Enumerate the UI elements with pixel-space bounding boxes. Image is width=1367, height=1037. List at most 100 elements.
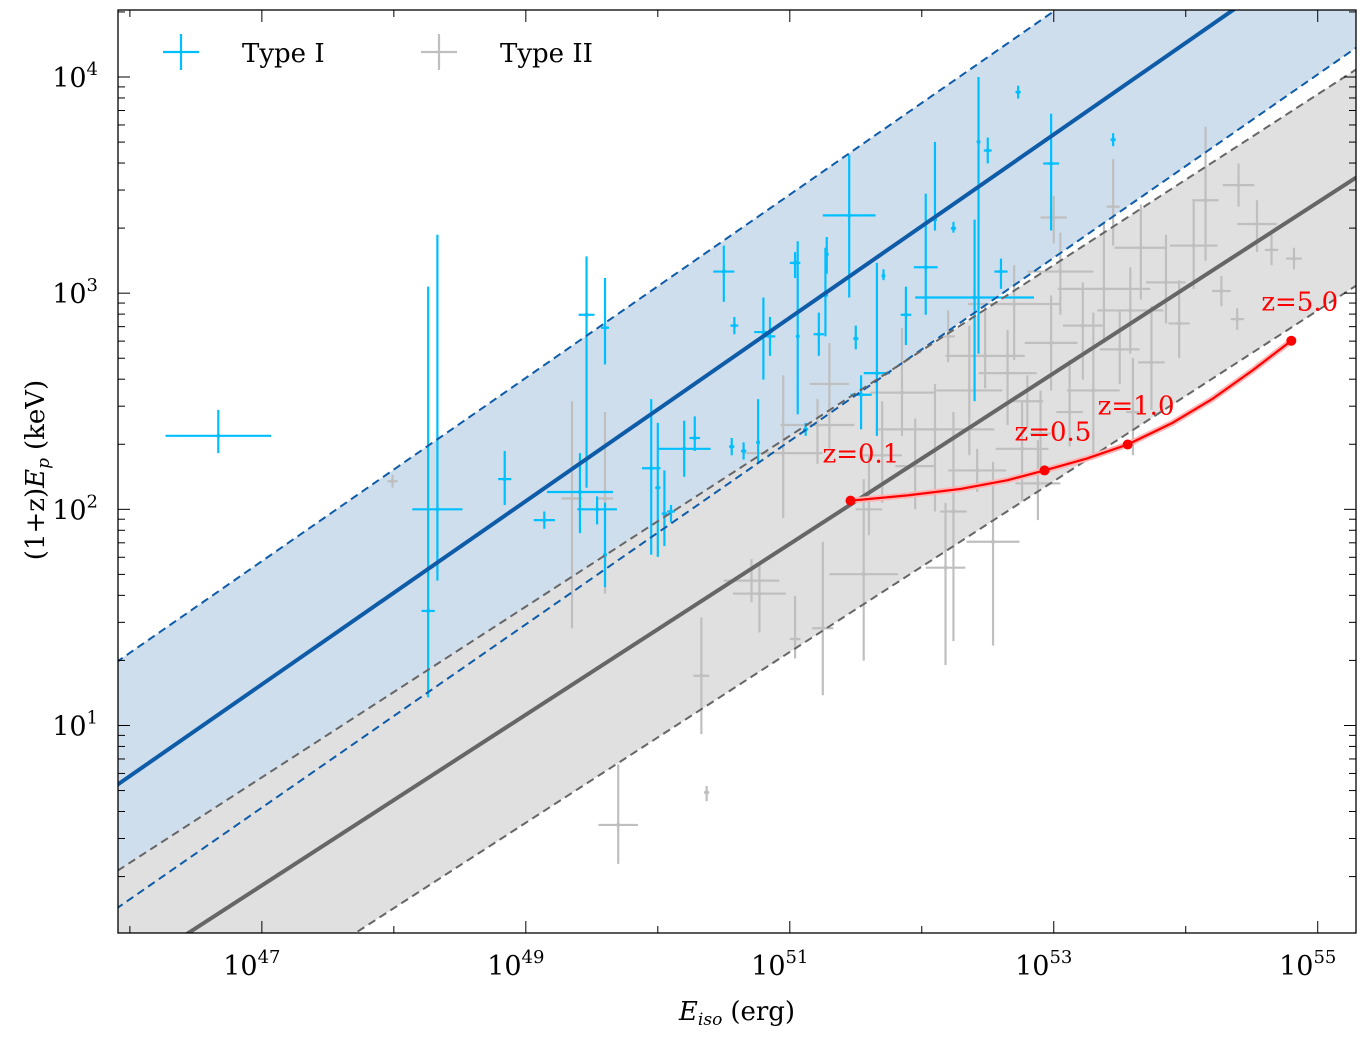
redshift-point[interactable]: [1122, 439, 1133, 450]
type1-point[interactable]: [421, 286, 435, 698]
type2-point[interactable]: [1138, 306, 1165, 410]
type1-marker: [793, 260, 798, 265]
type1-point[interactable]: [822, 154, 876, 298]
type2-point[interactable]: [925, 502, 966, 665]
type1-marker: [847, 213, 852, 218]
type1-point[interactable]: [1110, 133, 1116, 147]
type2-point[interactable]: [1057, 223, 1151, 343]
type1-point[interactable]: [578, 256, 595, 488]
legend-item-type2[interactable]: Type II: [421, 34, 593, 70]
x-tick-base: 10: [223, 951, 257, 982]
type1-point[interactable]: [813, 312, 825, 356]
type2-point[interactable]: [1106, 159, 1120, 246]
type1-point[interactable]: [577, 496, 617, 525]
type1-marker: [577, 490, 582, 495]
type1-point[interactable]: [601, 278, 609, 365]
type2-point[interactable]: [733, 563, 786, 633]
type2-point[interactable]: [704, 786, 710, 802]
type1-point[interactable]: [913, 193, 938, 315]
type2-point[interactable]: [1027, 232, 1094, 315]
type2-point[interactable]: [1062, 282, 1103, 380]
type2-point[interactable]: [812, 541, 834, 696]
type1-point[interactable]: [900, 286, 912, 346]
type2-point[interactable]: [1030, 390, 1052, 469]
type2-point[interactable]: [1264, 234, 1279, 266]
type2-point[interactable]: [1056, 360, 1083, 447]
type1-marker: [662, 511, 667, 516]
type2-point[interactable]: [1011, 375, 1044, 428]
type2-point[interactable]: [387, 474, 398, 488]
type2-marker: [946, 334, 951, 339]
type2-point[interactable]: [1040, 195, 1067, 244]
type1-point[interactable]: [412, 234, 463, 581]
type2-point[interactable]: [1114, 204, 1168, 300]
type1-point[interactable]: [165, 409, 272, 454]
y-axis-label: (1+z)Ep (keV): [21, 380, 54, 560]
type1-point[interactable]: [730, 316, 739, 335]
type2-point[interactable]: [1099, 310, 1140, 384]
type2-point[interactable]: [978, 329, 1037, 426]
redshift-point[interactable]: [1286, 335, 1297, 346]
type2-point[interactable]: [967, 265, 1061, 361]
type1-point[interactable]: [1043, 113, 1060, 231]
type2-point[interactable]: [1066, 312, 1120, 456]
type1-point[interactable]: [546, 453, 613, 534]
redshift-point[interactable]: [845, 495, 856, 506]
type2-point[interactable]: [693, 617, 710, 735]
redshift-track-line: [850, 339, 1292, 502]
type2-point[interactable]: [1169, 200, 1218, 289]
type2-marker: [1255, 221, 1260, 226]
type2-point[interactable]: [940, 412, 967, 642]
type1-point[interactable]: [713, 245, 735, 302]
type2-point[interactable]: [936, 325, 1003, 456]
type2-marker: [1025, 399, 1030, 404]
type1-point[interactable]: [881, 269, 886, 281]
type1-point[interactable]: [976, 77, 981, 354]
type2-point[interactable]: [1192, 126, 1219, 261]
legend-item-type1[interactable]: Type I: [163, 34, 325, 70]
type1-point[interactable]: [689, 416, 701, 451]
type1-point[interactable]: [950, 221, 957, 233]
type2-point[interactable]: [1222, 163, 1255, 207]
type1-marker: [1049, 161, 1054, 166]
type2-point[interactable]: [1015, 440, 1061, 521]
type1-point[interactable]: [667, 505, 675, 523]
type1-point[interactable]: [756, 399, 761, 464]
type1-marker: [795, 334, 800, 339]
type2-marker: [1049, 340, 1054, 345]
type1-point[interactable]: [729, 437, 735, 456]
legend-label-type1: Type I: [242, 39, 325, 69]
type2-point[interactable]: [1286, 247, 1302, 270]
type2-marker: [1111, 204, 1116, 209]
type2-point[interactable]: [1230, 308, 1244, 330]
type2-point[interactable]: [941, 310, 955, 363]
x-tick-exp: 49: [522, 947, 545, 968]
type1-point[interactable]: [655, 422, 661, 557]
type2-point[interactable]: [1212, 275, 1231, 307]
type2-point[interactable]: [598, 764, 639, 864]
type2-point[interactable]: [780, 399, 855, 464]
type1-point[interactable]: [661, 470, 668, 547]
type2-point[interactable]: [809, 342, 850, 449]
type2-marker: [1020, 446, 1025, 451]
type1-point[interactable]: [994, 258, 1008, 289]
redshift-point[interactable]: [1039, 465, 1050, 476]
type2-fit-line: [184, 175, 1356, 933]
type2-point[interactable]: [855, 455, 883, 536]
type1-point[interactable]: [795, 241, 800, 415]
type1-point[interactable]: [657, 420, 711, 477]
type1-point[interactable]: [853, 325, 859, 350]
type1-point[interactable]: [740, 442, 747, 460]
type1-point[interactable]: [498, 450, 512, 506]
type2-fit-upper-bound: [118, 68, 1356, 872]
redshift-label: z=0.1: [823, 440, 900, 470]
type2-point[interactable]: [870, 327, 934, 436]
type1-point[interactable]: [533, 511, 555, 529]
type1-marker: [976, 139, 981, 144]
type1-point[interactable]: [983, 137, 992, 164]
type1-point[interactable]: [1015, 85, 1021, 99]
type2-point[interactable]: [966, 461, 1020, 646]
type1-point[interactable]: [915, 219, 1034, 402]
type2-marker: [704, 790, 709, 795]
type2-marker: [1219, 289, 1224, 294]
